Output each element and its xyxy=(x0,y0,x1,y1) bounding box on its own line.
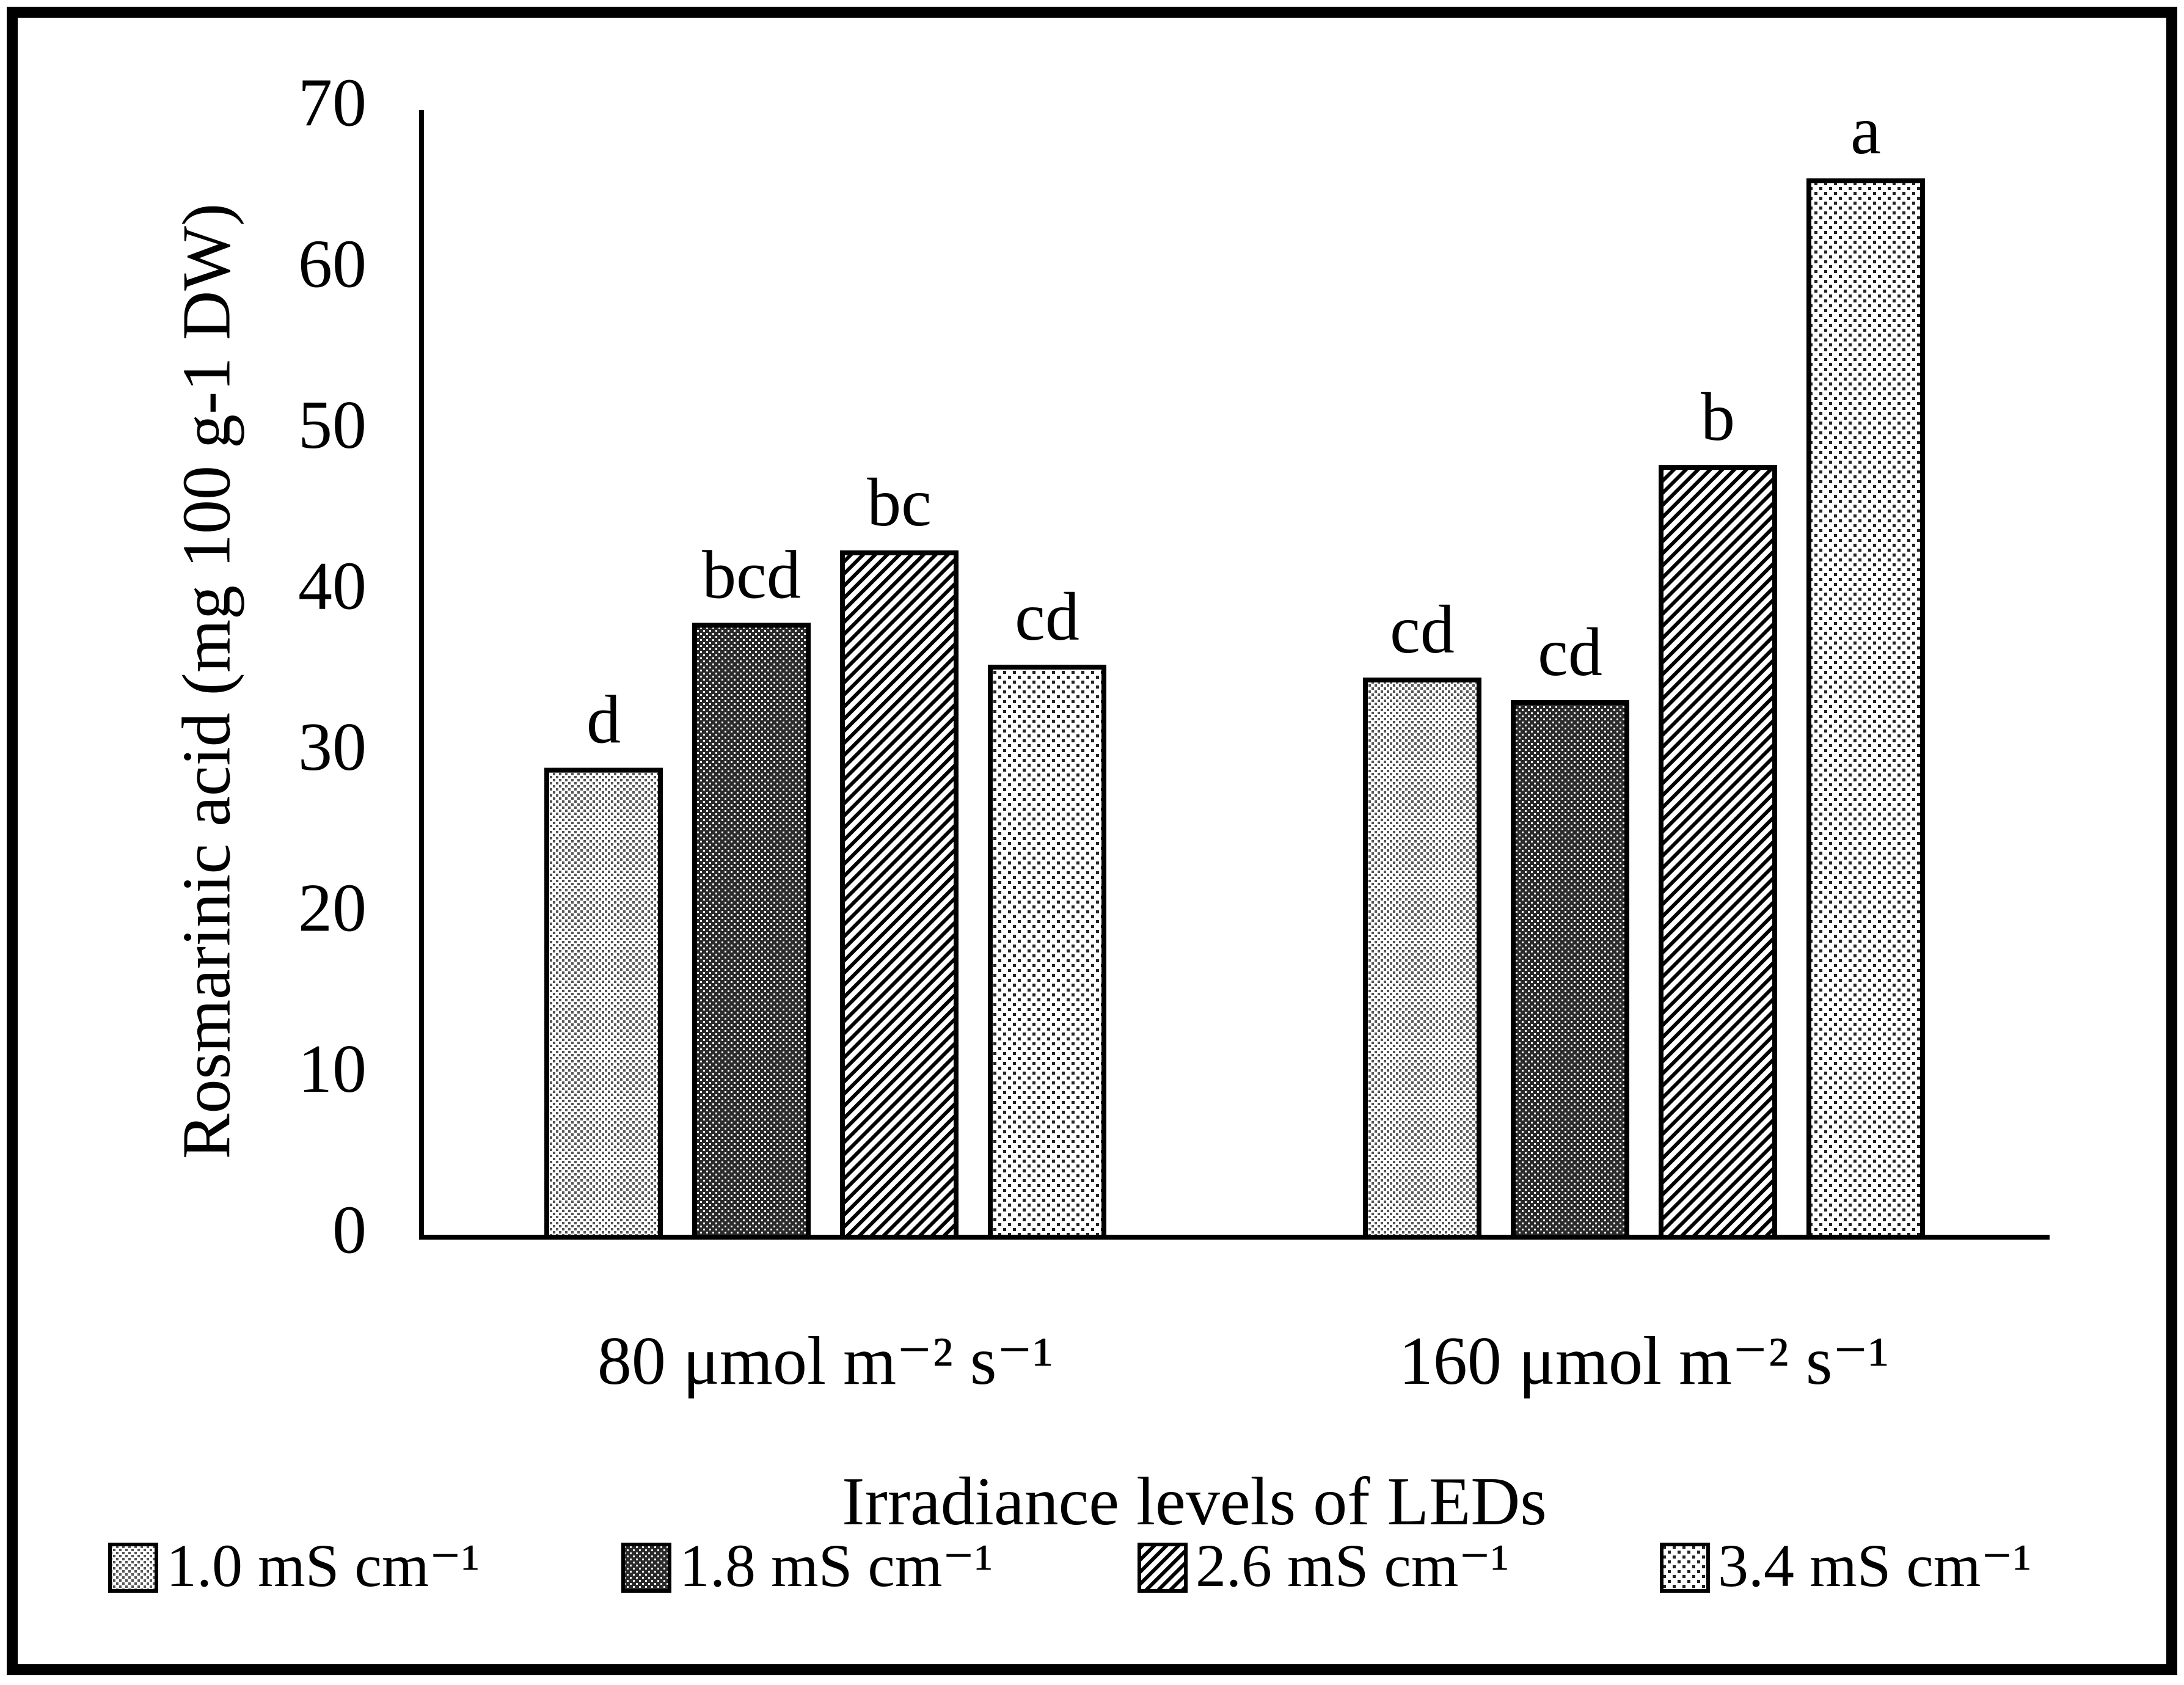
bars xyxy=(544,178,1925,1240)
bar-series3-cat2 xyxy=(1659,465,1777,1240)
y-tick-label: 30 xyxy=(298,709,367,785)
y-tick-label: 0 xyxy=(332,1193,367,1268)
bar-series3-cat1 xyxy=(840,550,959,1240)
significance-label: cd xyxy=(1390,592,1455,668)
bar-series2-cat2 xyxy=(1511,700,1629,1240)
significance-label: cd xyxy=(1538,615,1602,690)
significance-label: d xyxy=(586,682,621,758)
y-tick-label: 20 xyxy=(298,871,367,946)
legend-label: 2.6 mS cm⁻¹ xyxy=(1196,1532,1509,1599)
category-label: 80 μmol m⁻² s⁻¹ xyxy=(597,1323,1053,1399)
figure-frame xyxy=(7,7,2177,1675)
significance-label: bcd xyxy=(702,537,801,613)
bar-series1-cat2 xyxy=(1363,678,1481,1240)
legend-label: 1.8 mS cm⁻¹ xyxy=(679,1532,993,1599)
bar-series4-cat1 xyxy=(988,664,1106,1240)
legend-label: 3.4 mS cm⁻¹ xyxy=(1718,1532,2031,1599)
bar-series1-cat1 xyxy=(544,767,663,1240)
legend-swatch xyxy=(621,1543,671,1593)
bar-series4-cat2 xyxy=(1806,178,1925,1240)
y-tick-label: 10 xyxy=(298,1031,367,1107)
y-tick-label: 60 xyxy=(298,226,367,302)
y-axis-title: Rosmarinic acid (mg 100 g-1 DW) xyxy=(169,203,245,1160)
y-tick-labels: 0 10 20 30 40 50 60 70 xyxy=(298,65,367,1268)
legend-swatch xyxy=(108,1543,158,1593)
legend-swatch xyxy=(1138,1543,1188,1593)
significance-label: a xyxy=(1850,93,1881,169)
legend-swatch xyxy=(1660,1543,1710,1593)
significance-label: bc xyxy=(867,465,932,541)
x-axis-title: Irradiance levels of LEDs xyxy=(842,1464,1547,1540)
y-tick-label: 40 xyxy=(298,548,367,624)
category-label: 160 μmol m⁻² s⁻¹ xyxy=(1399,1323,1889,1399)
bar-series2-cat1 xyxy=(692,623,811,1240)
y-tick-label: 70 xyxy=(298,65,367,141)
y-tick-label: 50 xyxy=(298,387,367,463)
significance-label: b xyxy=(1701,379,1735,455)
legend: 1.0 mS cm⁻¹ 1.8 mS cm⁻¹ 2.6 mS cm⁻¹ 3.4 mS … xyxy=(108,1532,2031,1599)
legend-label: 1.0 mS cm⁻¹ xyxy=(166,1532,480,1599)
category-labels: 80 μmol m⁻² s⁻¹ 160 μmol m⁻² s⁻¹ xyxy=(597,1323,1889,1399)
significance-label: cd xyxy=(1015,579,1079,655)
